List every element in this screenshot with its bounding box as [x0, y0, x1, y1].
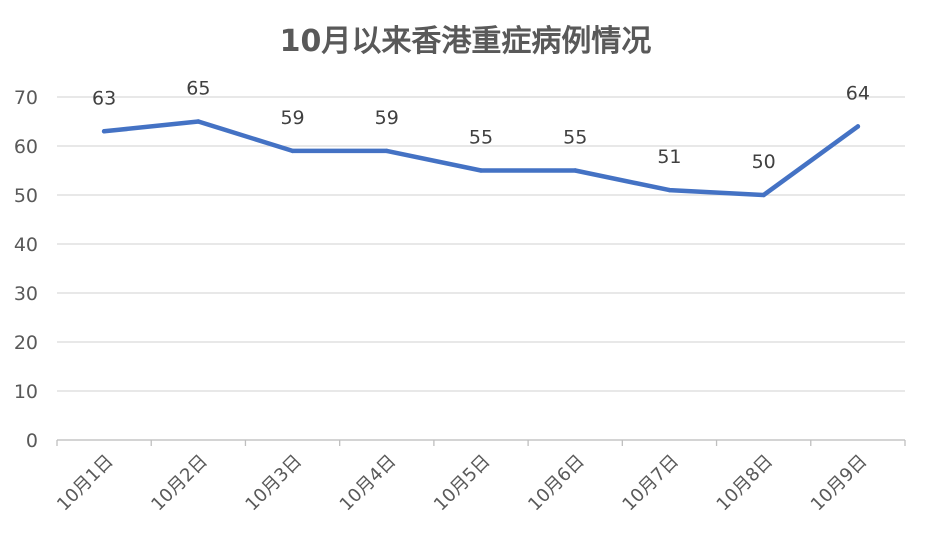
x-axis: 10月1日 10月2日 10月3日 10月4日 10月5日 10月6日 10月7日 10月8日… — [53, 439, 906, 516]
x-tick-label: 10月4日 — [336, 451, 401, 516]
y-tick-label: 30 — [14, 283, 38, 305]
data-point — [290, 148, 295, 154]
data-label: 51 — [657, 146, 681, 168]
series-group — [101, 119, 861, 198]
data-label: 63 — [92, 87, 116, 109]
data-label: 59 — [375, 107, 399, 129]
data-labels: 63 65 59 59 55 55 51 50 64 — [92, 78, 870, 174]
data-label: 65 — [186, 78, 210, 100]
data-point — [384, 148, 389, 154]
data-point — [478, 168, 484, 173]
x-tick-label: 10月5日 — [430, 451, 495, 516]
y-tick-label: 60 — [14, 136, 38, 158]
y-axis: 0 10 20 30 40 50 60 70 — [14, 87, 38, 452]
x-tick-label: 10月8日 — [713, 451, 778, 516]
data-label: 64 — [846, 82, 870, 104]
x-tick-label: 10月6日 — [524, 451, 589, 516]
chart-title: 10月以来香港重症病例情况 — [279, 24, 652, 59]
x-tick-label: 10月3日 — [241, 451, 306, 516]
y-tick-label: 10 — [14, 381, 38, 403]
data-point — [196, 119, 201, 124]
data-label: 59 — [280, 107, 304, 129]
data-point — [855, 124, 861, 129]
data-label: 55 — [563, 127, 587, 149]
data-label: 55 — [469, 127, 493, 149]
y-tick-label: 0 — [26, 430, 38, 452]
x-tick-label: 10月1日 — [53, 451, 118, 516]
y-tick-label: 70 — [14, 87, 38, 109]
x-tick-label: 10月9日 — [807, 451, 872, 516]
data-point — [667, 187, 672, 193]
data-label: 50 — [752, 151, 776, 173]
data-point — [761, 192, 766, 198]
y-tick-label: 20 — [14, 332, 38, 354]
x-tick-label: 10月2日 — [147, 451, 212, 516]
data-point — [573, 168, 578, 173]
y-tick-label: 50 — [14, 185, 38, 207]
y-tick-label: 40 — [14, 234, 38, 256]
data-point — [101, 129, 107, 134]
x-tick-label: 10月7日 — [618, 451, 683, 516]
